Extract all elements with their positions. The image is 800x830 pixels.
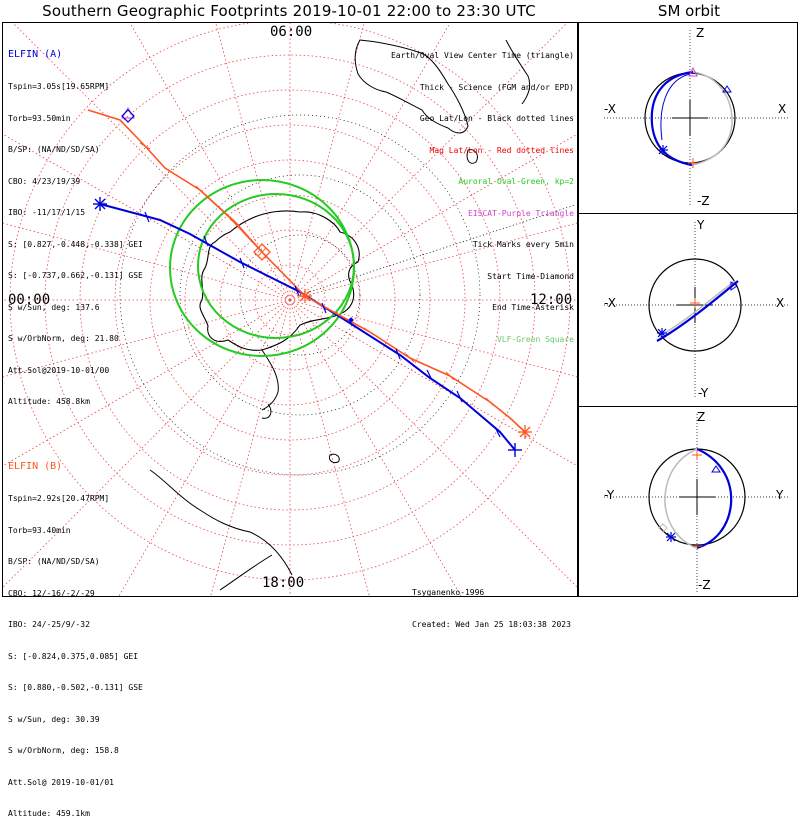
- legend-item: Auroral Oval-Green, kp=2: [458, 177, 574, 186]
- australia-coastline: [354, 39, 469, 134]
- elfin-a-science-markers: [348, 317, 354, 323]
- model-credit: Tsyganenko-1996: [412, 588, 485, 597]
- elfin-b-line: S w/Sun, deg: 30.39: [8, 714, 100, 724]
- legend-item: End Time-Asterisk: [492, 303, 574, 312]
- sm-orbit-title: SM orbit: [657, 2, 721, 20]
- legend: Earth/Oval View Center Time (triangle) T…: [391, 30, 574, 356]
- sm-panel-3-plot: [604, 414, 790, 592]
- legend-item: VLF-Green Square: [496, 334, 574, 344]
- falklands-coastline: [329, 453, 340, 463]
- sm1-label-top: Z: [696, 26, 705, 40]
- hour-label-left: 00:00: [8, 292, 51, 308]
- antarctica-coastline: [199, 210, 360, 351]
- elfin-a-start-diamond: [121, 109, 135, 123]
- elfin-b-asterisk: [518, 425, 532, 439]
- elfin-a-line: Altitude: 458.8km: [8, 397, 90, 406]
- elfin-b-name: ELFIN (B): [8, 461, 63, 472]
- sm1-label-right: X: [778, 102, 787, 116]
- legend-item: Mag Lat/Lon - Red dotted lines: [429, 145, 575, 155]
- legend-item: EISCAT-Purple Triangle: [468, 208, 574, 218]
- peninsula-coastline: [261, 349, 279, 419]
- hour-label-right: 12:00: [530, 292, 573, 308]
- elfin-b-line: CBO: 12/-16/-2/-29: [8, 588, 95, 598]
- map-panel: [2, 22, 578, 597]
- sm1-label-left: -X: [604, 102, 616, 116]
- elfin-a-line: Att.Sol@2019-10-01/00: [8, 365, 110, 375]
- legend-item: Earth/Oval View Center Time (triangle): [390, 51, 574, 60]
- elfin-a-name: ELFIN (A): [8, 49, 63, 60]
- elfin-a-line: S: [0.827,-0.448,-0.338] GEI: [8, 239, 143, 249]
- elfin-a-line: S w/Sun, deg: 137.6: [8, 302, 100, 312]
- sm2-label-right: X: [776, 296, 785, 310]
- elfin-b-line: S: [-0.824,0.375,0.085] GEI: [8, 651, 139, 661]
- elfin-a-track: [99, 203, 516, 451]
- elfin-a-line: B/SP: (NA/ND/SD/SA): [8, 145, 100, 154]
- elfin-b-line: Att.Sol@ 2019-10-01/01: [8, 777, 114, 787]
- auroral-oval-inner: [197, 193, 355, 339]
- elfin-a-line: IBO: -11/17/1/15: [8, 208, 86, 217]
- hour-label-bottom: 18:00: [262, 575, 305, 591]
- elfin-b-footprint-branch: [199, 189, 263, 253]
- sm-panel-1-plot: [604, 30, 790, 206]
- elfin-a-end-asterisk: [93, 197, 107, 211]
- page-title: Southern Geographic Footprints 2019-10-0…: [42, 2, 536, 20]
- elfin-b-line: Altitude: 459.1km: [8, 809, 90, 818]
- elfin-a-line: Torb=93.50min: [8, 113, 71, 123]
- created-timestamp: Created: Wed Jan 25 18:03:38 2023: [412, 619, 571, 629]
- legend-item: Start Time-Diamond: [487, 271, 574, 281]
- sm3-label-left: -Y: [604, 488, 615, 502]
- sm1-label-bottom: -Z: [697, 194, 710, 208]
- elfin-a-ticks: [144, 211, 501, 438]
- elfin-b-line: IBO: 24/-25/9/-32: [8, 620, 90, 629]
- elfin-b-line: B/SP: (NA/ND/SD/SA): [8, 557, 100, 566]
- sm2-label-top: Y: [697, 218, 705, 232]
- new-zealand-coastline: [505, 39, 531, 105]
- sm3-label-right: Y: [776, 488, 784, 502]
- elfin-b-line: S w/OrbNorm, deg: 158.8: [8, 746, 119, 755]
- south-america-coastline: [149, 469, 293, 591]
- sm3-label-top: Z: [697, 410, 706, 424]
- sm-panel-2-plot: [604, 222, 790, 398]
- elfin-a-line: CBO: 4/23/19/39: [8, 176, 81, 186]
- elfin-a-line: S w/OrbNorm, deg: 21.80: [8, 334, 119, 343]
- sm-orbit-plots: [604, 30, 790, 592]
- geo-lat-circles: [119, 114, 481, 476]
- elfin-b-center-asterisk: [298, 289, 312, 303]
- polar-map: [3, 23, 577, 596]
- hour-label-top: 06:00: [270, 24, 313, 40]
- elfin-b-line: Torb=93.40min: [8, 525, 71, 535]
- elfin-b-line: S: [0.880,-0.502,-0.131] GSE: [8, 683, 143, 692]
- legend-item: Tick Marks every 5min: [472, 240, 574, 249]
- sm2-label-left: -X: [604, 296, 616, 310]
- tasmania-coastline: [466, 149, 478, 164]
- legend-item: Geo Lat/Lon - Black dotted lines: [419, 114, 574, 123]
- legend-item: Thick - Science (FGM and/or EPD): [419, 82, 574, 92]
- elfin-b-line: Tspin=2.92s[20.47RPM]: [8, 494, 110, 503]
- sm-panel-3: [578, 406, 798, 597]
- elfin-a-asterisk-2: [508, 443, 522, 457]
- elfin-a-info: ELFIN (A) Tspin=3.05s[19.65RPM] Torb=93.…: [8, 28, 143, 418]
- elfin-a-line: S: [-0.737,0.662,-0.131] GSE: [8, 271, 143, 280]
- elfin-a-line: Tspin=3.05s[19.65RPM]: [8, 82, 110, 91]
- sm2-label-bottom: -Y: [698, 386, 709, 400]
- sm3-label-bottom: -Z: [698, 578, 711, 592]
